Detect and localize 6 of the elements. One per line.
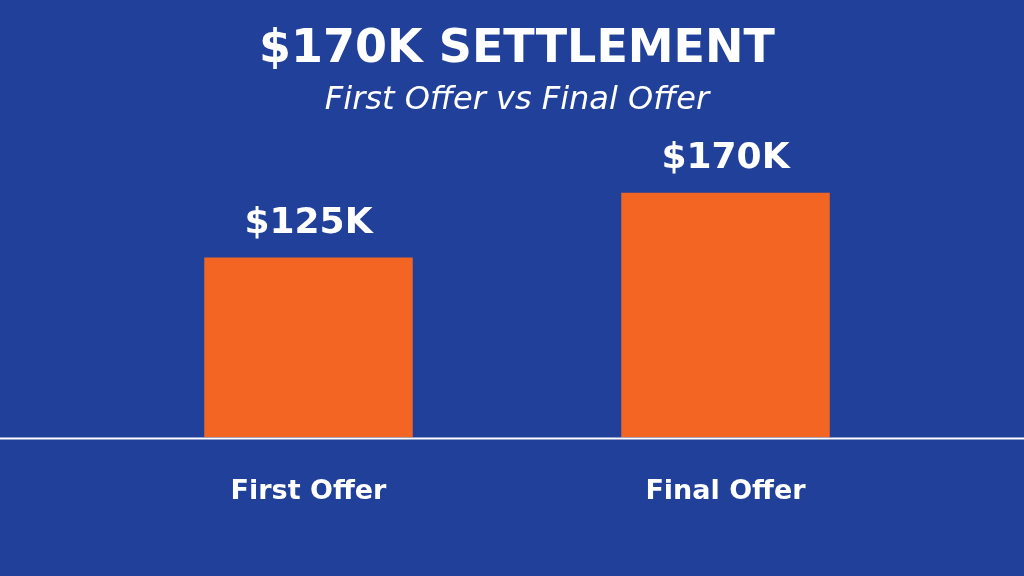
chart-title: $170K SETTLEMENT: [259, 18, 776, 73]
x-tick-label: First Offer: [230, 473, 388, 505]
chart-subtitle: First Offer vs Final Offer: [324, 78, 711, 117]
data-label: $125K: [244, 199, 374, 241]
data-label: $170K: [661, 135, 791, 177]
x-tick-label: Final Offer: [645, 473, 807, 505]
